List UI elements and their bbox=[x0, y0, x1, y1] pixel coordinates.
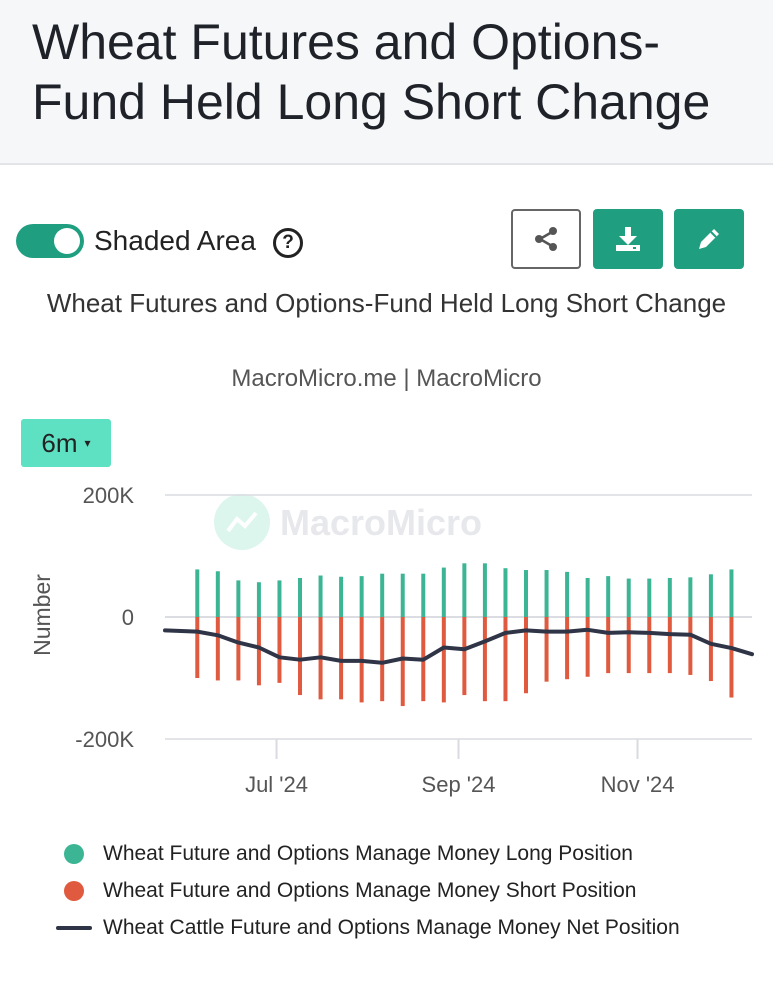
x-tick-label: Sep '24 bbox=[422, 772, 496, 797]
long-position-bar bbox=[462, 563, 467, 617]
legend-item-long[interactable]: Wheat Future and Options Manage Money Lo… bbox=[56, 836, 756, 872]
short-position-bar bbox=[256, 617, 261, 686]
short-position-bar bbox=[277, 617, 282, 683]
long-position-bar bbox=[400, 573, 405, 617]
short-position-bar bbox=[462, 617, 467, 696]
y-axis: 200K 0 -200K bbox=[75, 483, 134, 752]
short-position-bar bbox=[195, 617, 200, 678]
long-position-bar bbox=[503, 568, 508, 617]
watermark-text: MacroMicro bbox=[280, 502, 482, 543]
legend-label-net: Wheat Cattle Future and Options Manage M… bbox=[103, 916, 680, 939]
net-position-line bbox=[163, 627, 754, 665]
toggle-knob bbox=[54, 228, 80, 254]
long-position-bar bbox=[441, 567, 446, 617]
chart-watermark: MacroMicro bbox=[214, 494, 482, 550]
long-position-bar bbox=[606, 576, 611, 617]
long-position-bar bbox=[318, 575, 323, 617]
short-position-bar bbox=[729, 617, 734, 698]
caret-down-icon: ▾ bbox=[84, 436, 91, 450]
short-position-bar bbox=[626, 617, 631, 674]
download-icon bbox=[616, 227, 640, 251]
long-position-bar bbox=[667, 577, 672, 617]
long-position-bar bbox=[708, 574, 713, 617]
legend-label-long: Wheat Future and Options Manage Money Lo… bbox=[103, 842, 633, 865]
long-position-bar bbox=[298, 577, 303, 617]
share-icon bbox=[535, 227, 557, 251]
short-position-bar bbox=[544, 617, 549, 682]
y-tick-label: 0 bbox=[122, 605, 134, 630]
range-dropdown[interactable]: 6m ▾ bbox=[21, 419, 111, 467]
long-position-bar bbox=[215, 571, 220, 617]
short-position-bar bbox=[606, 617, 611, 674]
short-position-bar bbox=[503, 617, 508, 702]
long-position-bar bbox=[277, 580, 282, 617]
short-position-bar bbox=[565, 617, 570, 680]
chart-bars bbox=[195, 563, 734, 707]
long-position-bar bbox=[359, 576, 364, 617]
long-position-bar bbox=[421, 573, 426, 617]
short-position-bar bbox=[400, 617, 405, 707]
chart-source: MacroMicro.me | MacroMicro bbox=[231, 365, 542, 392]
range-label: 6m bbox=[41, 427, 78, 458]
help-icon[interactable]: ? bbox=[273, 228, 303, 258]
short-position-bar bbox=[667, 617, 672, 674]
edit-button[interactable] bbox=[674, 209, 744, 269]
short-position-bar bbox=[708, 617, 713, 682]
long-position-bar bbox=[565, 571, 570, 617]
long-position-bar bbox=[195, 569, 200, 617]
legend-line-net bbox=[56, 926, 92, 930]
legend-dot-short bbox=[64, 881, 84, 901]
short-position-bar bbox=[441, 617, 446, 703]
legend-item-net[interactable]: Wheat Cattle Future and Options Manage M… bbox=[56, 910, 756, 946]
long-position-bar bbox=[626, 578, 631, 617]
short-position-bar bbox=[298, 617, 303, 696]
x-tick-label: Nov '24 bbox=[601, 772, 675, 797]
long-position-bar bbox=[339, 576, 344, 617]
legend-dot-long bbox=[64, 844, 84, 864]
share-button[interactable] bbox=[511, 209, 581, 269]
legend-label-short: Wheat Future and Options Manage Money Sh… bbox=[103, 879, 637, 902]
long-position-bar bbox=[647, 578, 652, 617]
short-position-bar bbox=[215, 617, 220, 681]
short-position-bar bbox=[585, 617, 590, 677]
short-position-bar bbox=[688, 617, 693, 675]
long-position-bar bbox=[256, 582, 261, 617]
chart-title: Wheat Futures and Options-Fund Held Long… bbox=[46, 288, 727, 318]
long-position-bar bbox=[544, 570, 549, 617]
shaded-area-toggle[interactable] bbox=[16, 224, 84, 258]
x-tick-label: Jul '24 bbox=[245, 772, 308, 797]
short-position-bar bbox=[524, 617, 529, 694]
chart-net-line bbox=[163, 627, 754, 665]
short-position-bar bbox=[339, 617, 344, 700]
long-position-bar bbox=[585, 577, 590, 617]
long-position-bar bbox=[482, 563, 487, 617]
edit-icon bbox=[699, 229, 719, 249]
long-position-bar bbox=[688, 577, 693, 617]
legend-item-short[interactable]: Wheat Future and Options Manage Money Sh… bbox=[56, 873, 756, 909]
y-tick-label: -200K bbox=[75, 727, 134, 752]
x-axis: Jul '24 Sep '24 Nov '24 bbox=[245, 739, 674, 797]
long-position-bar bbox=[524, 570, 529, 617]
page-title: Wheat Futures and Options-Fund Held Long… bbox=[32, 14, 711, 130]
short-position-bar bbox=[482, 617, 487, 702]
shaded-area-label: Shaded Area bbox=[94, 225, 256, 256]
long-position-bar bbox=[729, 569, 734, 617]
short-position-bar bbox=[236, 617, 241, 681]
y-tick-label: 200K bbox=[83, 483, 135, 508]
short-position-bar bbox=[380, 617, 385, 702]
long-position-bar bbox=[380, 573, 385, 617]
chart-plot: MacroMicro Jul '24 Sep '24 Nov '24 200K 0 -2… bbox=[29, 483, 754, 797]
short-position-bar bbox=[647, 617, 652, 674]
y-axis-label: Number bbox=[29, 574, 55, 656]
page-header: Wheat Futures and Options-Fund Held Long… bbox=[0, 0, 773, 165]
download-button[interactable] bbox=[593, 209, 663, 269]
long-position-bar bbox=[236, 580, 241, 617]
